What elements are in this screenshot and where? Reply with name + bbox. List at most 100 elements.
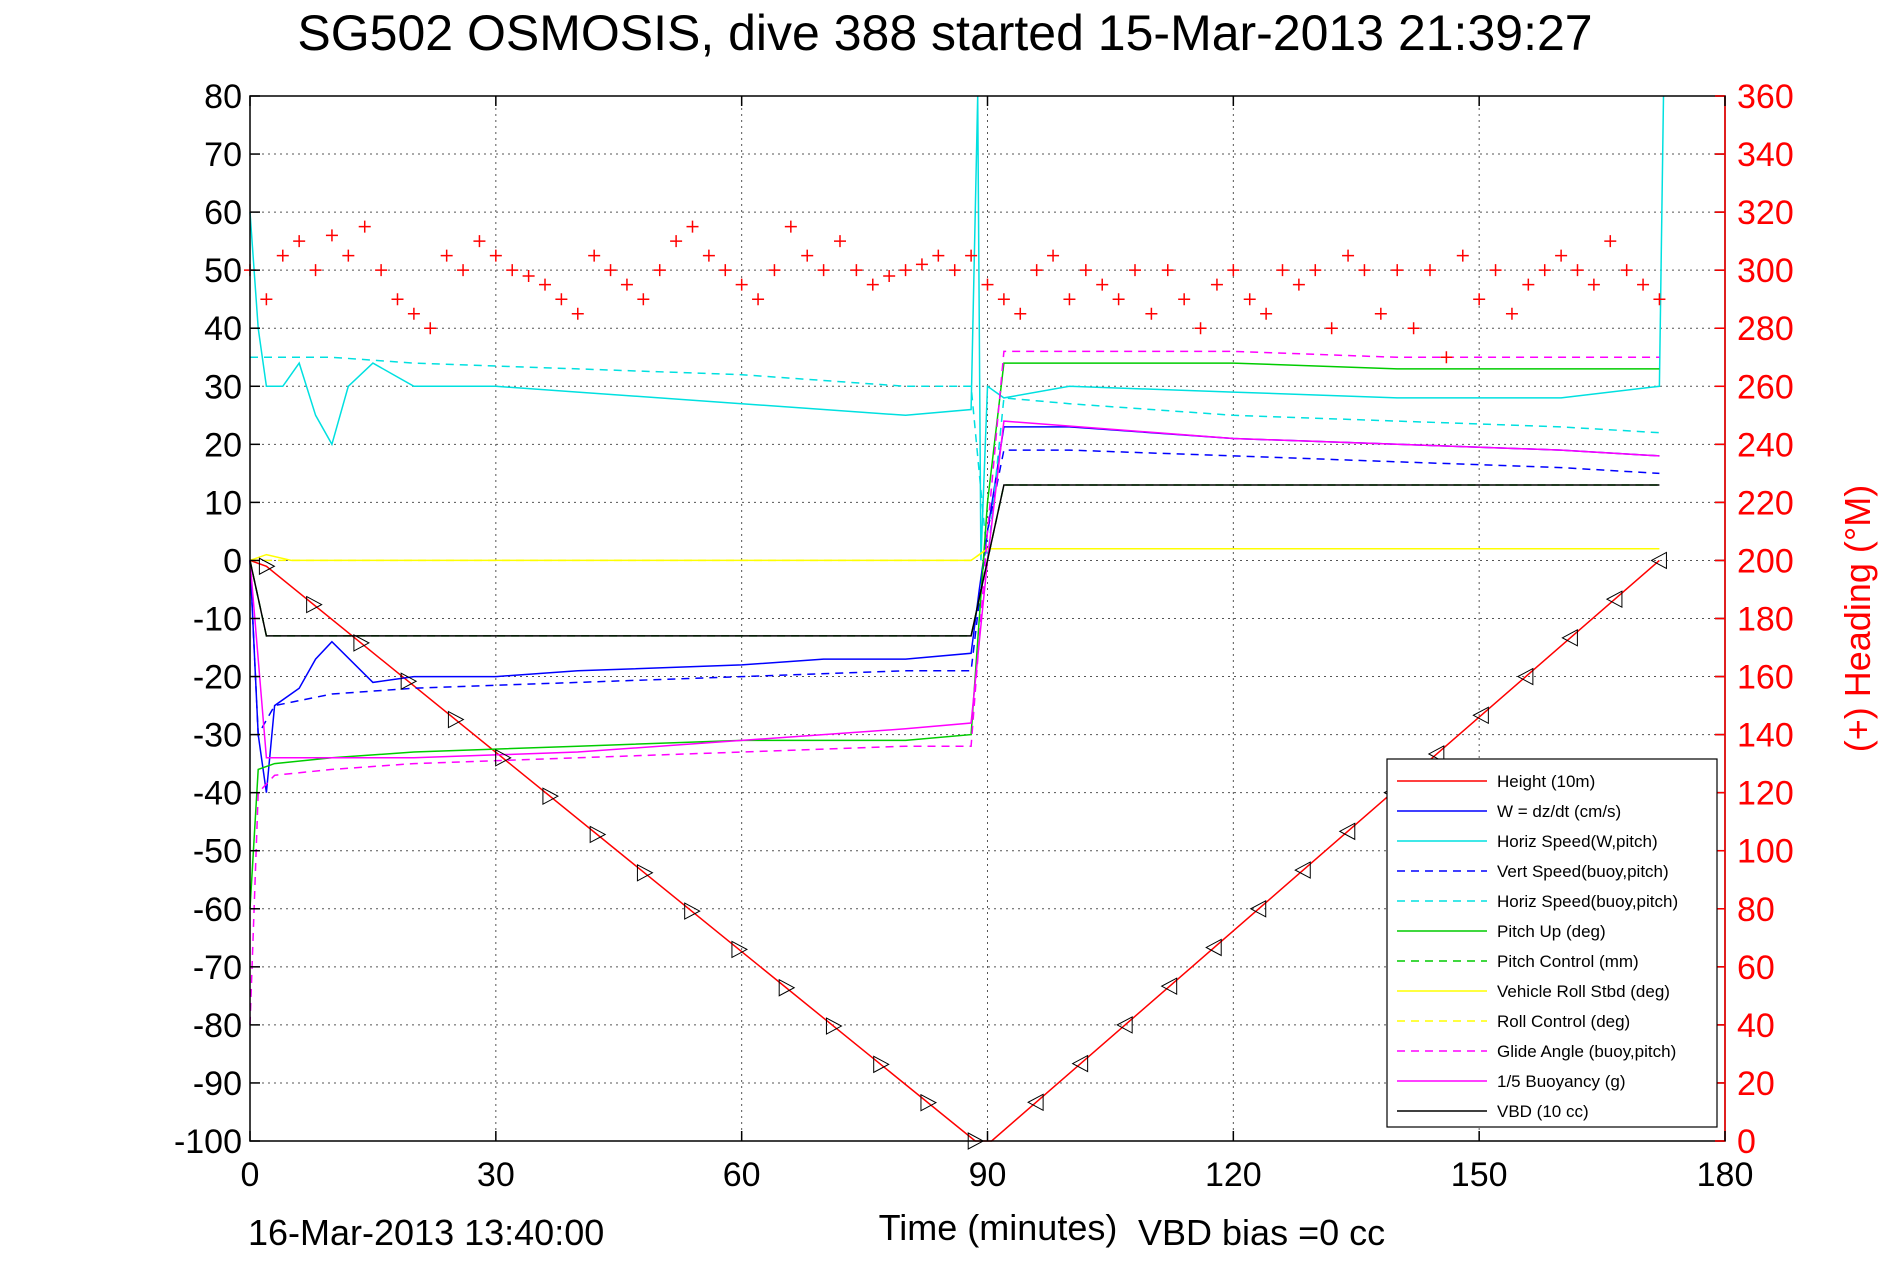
height-marker-9 bbox=[684, 902, 701, 920]
series-line-11 bbox=[249, 484, 1660, 637]
heading-point-45 bbox=[981, 278, 994, 291]
heading-point-11 bbox=[424, 322, 437, 335]
heading-point-85 bbox=[1637, 278, 1650, 291]
y2-axis-label: (+) Heading (°M) bbox=[1837, 485, 1878, 752]
series-2 bbox=[249, 95, 1665, 561]
heading-point-47 bbox=[1014, 307, 1027, 320]
height-marker-17 bbox=[1071, 1054, 1089, 1073]
height-marker-22 bbox=[1294, 861, 1311, 879]
y-tick-label-9: -10 bbox=[193, 601, 242, 639]
heading-point-49 bbox=[1047, 249, 1060, 262]
heading-point-27 bbox=[686, 220, 699, 233]
height-marker-16 bbox=[1027, 1093, 1044, 1112]
x-tick-label-0: 0 bbox=[241, 1156, 260, 1194]
legend-label-9: Glide Angle (buoy,pitch) bbox=[1497, 1042, 1676, 1061]
y2-tick-label-7: 140 bbox=[1737, 717, 1794, 755]
height-marker-30 bbox=[1650, 551, 1667, 570]
height-marker-0 bbox=[258, 557, 276, 576]
heading-point-14 bbox=[473, 235, 486, 248]
heading-point-86 bbox=[1653, 293, 1666, 306]
heading-point-4 bbox=[309, 264, 322, 277]
heading-point-76 bbox=[1489, 264, 1502, 277]
series-3 bbox=[249, 449, 1660, 738]
y-tick-label-12: 20 bbox=[204, 426, 242, 464]
chart-title: SG502 OSMOSIS, dive 388 started 15-Mar-2… bbox=[297, 5, 1592, 61]
legend-label-2: Horiz Speed(W,pitch) bbox=[1497, 832, 1658, 851]
heading-point-64 bbox=[1292, 278, 1305, 291]
series-line-10 bbox=[249, 420, 1660, 759]
height-marker-13 bbox=[873, 1055, 890, 1074]
heading-point-82 bbox=[1587, 278, 1600, 291]
heading-point-15 bbox=[489, 249, 502, 262]
heading-point-70 bbox=[1391, 264, 1404, 277]
footer-vbd-bias: VBD bias =0 cc bbox=[1138, 1212, 1385, 1253]
heading-point-39 bbox=[883, 269, 896, 282]
heading-point-84 bbox=[1620, 264, 1633, 277]
heading-point-37 bbox=[850, 264, 863, 277]
heading-point-78 bbox=[1522, 278, 1535, 291]
legend-label-5: Pitch Up (deg) bbox=[1497, 922, 1606, 941]
y2-tick-label-1: 20 bbox=[1737, 1065, 1775, 1103]
height-marker-19 bbox=[1160, 977, 1178, 996]
legend-label-7: Vehicle Roll Stbd (deg) bbox=[1497, 982, 1670, 1001]
heading-point-58 bbox=[1194, 322, 1207, 335]
x-tick-label-5: 150 bbox=[1451, 1156, 1508, 1194]
heading-point-52 bbox=[1096, 278, 1109, 291]
series-12 bbox=[244, 220, 1666, 364]
height-marker-3 bbox=[400, 672, 418, 691]
heading-point-10 bbox=[407, 307, 420, 320]
heading-point-80 bbox=[1555, 249, 1568, 262]
plot-area bbox=[244, 95, 1667, 1150]
y2-tick-label-17: 340 bbox=[1737, 136, 1794, 174]
y2-tick-label-5: 100 bbox=[1737, 833, 1794, 871]
legend-label-10: 1/5 Buoyancy (g) bbox=[1497, 1072, 1626, 1091]
series-8 bbox=[250, 548, 1660, 562]
x-tick-label-2: 60 bbox=[723, 1156, 761, 1194]
y-axis-left: -100-90-80-70-60-50-40-30-20-10010203040… bbox=[174, 78, 1725, 1161]
y2-tick-label-10: 200 bbox=[1737, 542, 1794, 580]
heading-point-59 bbox=[1210, 278, 1223, 291]
height-marker-4 bbox=[447, 710, 465, 729]
heading-point-60 bbox=[1227, 264, 1240, 277]
heading-point-56 bbox=[1161, 264, 1174, 277]
heading-point-20 bbox=[571, 307, 584, 320]
y-tick-label-8: -20 bbox=[193, 659, 242, 697]
series-5 bbox=[249, 362, 1660, 909]
heading-point-9 bbox=[391, 293, 404, 306]
heading-point-42 bbox=[932, 249, 945, 262]
heading-point-54 bbox=[1129, 264, 1141, 277]
heading-point-31 bbox=[752, 293, 765, 306]
height-marker-21 bbox=[1249, 899, 1267, 918]
height-marker-23 bbox=[1338, 822, 1356, 841]
y-tick-label-0: -100 bbox=[174, 1123, 242, 1161]
x-tick-label-4: 120 bbox=[1205, 1156, 1262, 1194]
heading-point-57 bbox=[1178, 293, 1191, 306]
x-axis-label: Time (minutes) bbox=[879, 1207, 1118, 1248]
legend-label-3: Vert Speed(buoy,pitch) bbox=[1497, 862, 1669, 881]
height-marker-20 bbox=[1205, 938, 1222, 957]
y2-tick-label-0: 0 bbox=[1737, 1123, 1756, 1161]
heading-point-26 bbox=[670, 235, 683, 248]
y-tick-label-3: -70 bbox=[193, 949, 242, 987]
y-tick-label-11: 10 bbox=[204, 484, 242, 522]
legend-label-11: VBD (10 cc) bbox=[1497, 1102, 1589, 1121]
heading-point-62 bbox=[1260, 307, 1273, 320]
y-tick-label-14: 40 bbox=[204, 310, 242, 348]
height-marker-18 bbox=[1116, 1016, 1133, 1034]
height-marker-5 bbox=[495, 748, 512, 767]
heading-point-29 bbox=[719, 264, 732, 277]
heading-point-23 bbox=[620, 278, 633, 291]
heading-point-33 bbox=[784, 220, 797, 233]
y2-tick-label-14: 280 bbox=[1737, 310, 1794, 348]
heading-point-43 bbox=[948, 264, 961, 277]
heading-point-19 bbox=[555, 293, 568, 306]
heading-point-44 bbox=[965, 249, 978, 262]
height-marker-8 bbox=[636, 863, 654, 882]
heading-point-1 bbox=[260, 293, 273, 306]
heading-point-69 bbox=[1374, 307, 1387, 320]
heading-point-51 bbox=[1079, 264, 1092, 277]
x-tick-label-1: 30 bbox=[477, 1156, 515, 1194]
heading-point-17 bbox=[522, 269, 535, 282]
y2-tick-label-9: 180 bbox=[1737, 601, 1794, 639]
